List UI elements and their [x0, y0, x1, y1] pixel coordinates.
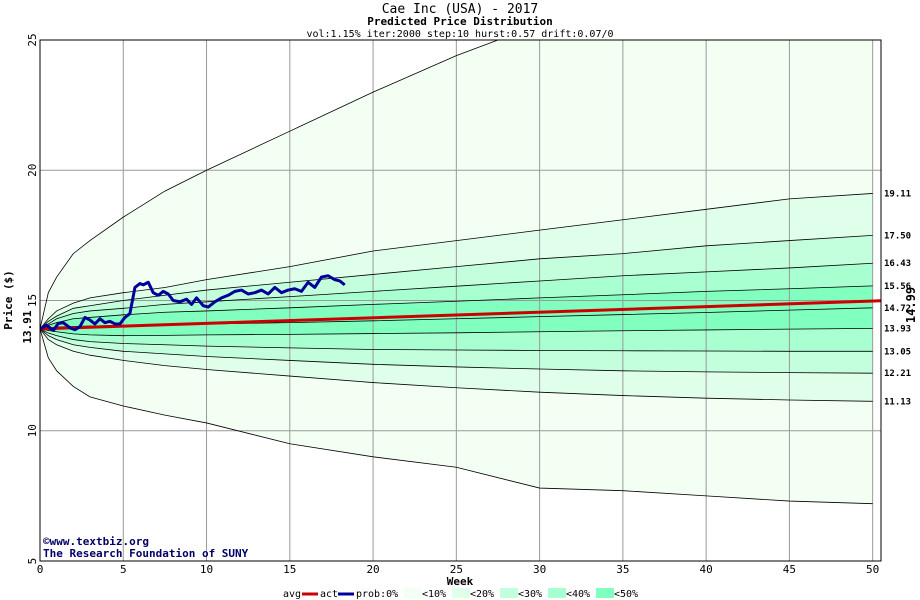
x-tick-label: 25	[450, 563, 463, 576]
actual-series-line	[40, 274, 346, 332]
y-tick-label: 10	[26, 424, 39, 437]
x-tick-label: 35	[616, 563, 629, 576]
x-tick-label: 30	[533, 563, 546, 576]
percentile-label: 15.56	[884, 282, 911, 292]
end-avg-label: 14.99	[904, 287, 918, 323]
legend-band-label: <10%	[422, 589, 446, 600]
credit-organization: The Research Foundation of SUNY	[43, 547, 249, 560]
percentile-labels: 19.11 17.50 16.43 15.56 14.72 13.93 13.05 12.21…	[884, 189, 911, 407]
band-10-20-lower	[40, 328, 873, 402]
series-layer	[40, 274, 881, 332]
y-tick-label: 25	[26, 33, 39, 46]
percentile-label: 17.50	[884, 231, 911, 241]
chart-params: vol:1.15% iter:2000 step:10 hurst:0.57 d…	[306, 29, 613, 40]
percentile-line-p70_high	[40, 262, 873, 330]
percentile-label: 13.05	[884, 347, 911, 357]
x-axis-ticks: 0 5 10 15 20 25 30 35 40 45 50	[37, 563, 880, 576]
x-tick-label: 0	[37, 563, 44, 576]
percentile-label: 12.21	[884, 369, 911, 379]
y-axis-label: Price ($)	[2, 270, 15, 330]
legend-band-label: <20%	[470, 589, 494, 600]
x-axis-label: Week	[447, 575, 474, 588]
legend-avg-label: avg	[283, 589, 301, 600]
percentile-label: 13.93	[884, 324, 911, 334]
legend-band-label: <50%	[614, 589, 638, 600]
credit-website: ©www.textbiz.org	[43, 535, 149, 548]
y-tick-label: 20	[26, 164, 39, 177]
legend-band-label: <30%	[518, 589, 542, 600]
percentile-line-p10_low	[40, 328, 873, 402]
legend-prob-label: prob:0%	[356, 589, 398, 600]
percentile-line-p60_high	[40, 285, 873, 330]
percentile-label: 16.43	[884, 259, 911, 269]
percentile-lines	[40, 40, 873, 505]
percentile-line-p40_low	[40, 327, 873, 337]
percentile-line-p90_high	[40, 193, 873, 330]
percentile-label: 19.11	[884, 189, 911, 199]
avg-series-line	[40, 299, 881, 331]
percentile-label: 14.72	[884, 304, 911, 314]
start-price-label: 13.91	[21, 310, 34, 343]
chart-subtitle: Predicted Price Distribution	[367, 15, 552, 28]
y-tick-label: 5	[26, 558, 39, 565]
legend-act-label: act	[320, 589, 338, 600]
x-tick-label: 10	[200, 563, 213, 576]
legend-band-swatch	[404, 588, 422, 598]
x-tick-label: 15	[283, 563, 296, 576]
legend-band-swatch	[452, 588, 470, 598]
x-tick-label: 50	[866, 563, 879, 576]
plot-area	[39, 39, 882, 562]
percentile-label: 11.13	[884, 397, 911, 407]
percentile-line-p20_low	[40, 328, 873, 374]
percentile-line-p80_high	[40, 234, 873, 330]
percentile-line-upper_outer	[40, 40, 500, 329]
x-tick-label: 5	[120, 563, 127, 576]
legend: avg act prob:0% <10% <20% <30% <40% <50%	[283, 588, 638, 600]
legend-band-swatch	[500, 588, 518, 598]
legend-band-swatch	[596, 588, 614, 598]
legend-band-swatch	[548, 588, 566, 598]
y-tick-label: 15	[26, 294, 39, 307]
chart-title: Cae Inc (USA) - 2017	[382, 2, 539, 17]
x-tick-label: 45	[783, 563, 796, 576]
x-tick-label: 40	[700, 563, 713, 576]
percentile-line-lower_outer	[40, 328, 873, 505]
legend-band-label: <40%	[566, 589, 590, 600]
plot-frame	[39, 39, 882, 562]
y-axis-ticks: 5 10 15 20 25	[26, 33, 39, 564]
percentile-line-p30_low	[40, 328, 873, 352]
x-tick-label: 20	[366, 563, 379, 576]
